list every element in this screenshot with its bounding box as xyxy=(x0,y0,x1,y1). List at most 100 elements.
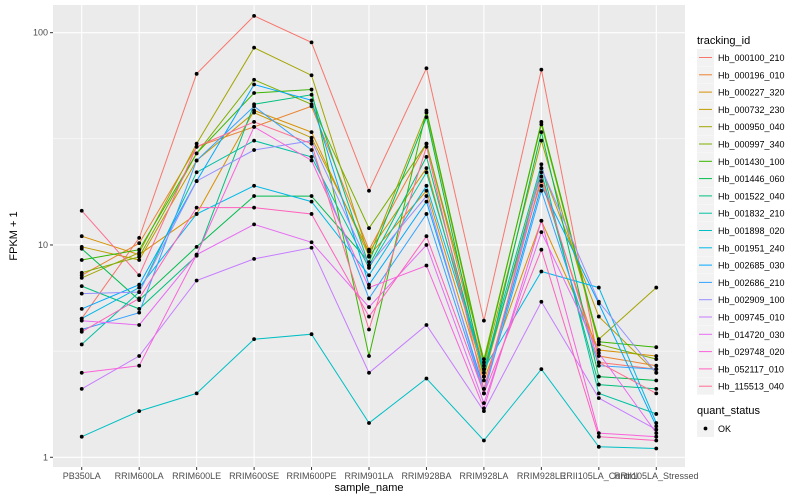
data-point xyxy=(654,354,659,358)
data-point xyxy=(194,391,199,396)
legend-label: Hb_001446_060 xyxy=(718,174,785,184)
legend-label: Hb_115513_040 xyxy=(718,382,784,392)
legend-label: Hb_029748_020 xyxy=(718,347,785,357)
data-point xyxy=(482,406,486,411)
data-point xyxy=(309,240,314,245)
data-point xyxy=(596,391,601,396)
data-point xyxy=(252,45,256,50)
y-tick-label: 100 xyxy=(33,28,48,38)
data-point xyxy=(309,130,314,135)
x-axis-ticks: PB350LA RRIM600LA RRIM600LE RRIM600SE RRIM60… xyxy=(63,467,699,481)
x-tick-label: RRIM600PE xyxy=(287,471,337,481)
data-point xyxy=(252,256,256,261)
data-point xyxy=(424,199,429,204)
data-point xyxy=(309,154,314,159)
data-point xyxy=(252,82,256,87)
data-point xyxy=(482,367,486,372)
data-point xyxy=(309,73,314,78)
legend-label: Hb_002686_210 xyxy=(718,278,785,288)
data-point xyxy=(424,188,429,193)
x-tick-label: RRII105LA_Control xyxy=(560,471,638,481)
data-point xyxy=(539,299,544,304)
legend-label: Hb_002685_030 xyxy=(718,261,785,271)
data-point xyxy=(194,144,199,149)
data-point xyxy=(252,104,256,109)
data-point xyxy=(137,323,142,327)
data-point xyxy=(424,154,429,159)
data-point xyxy=(137,241,142,246)
data-point xyxy=(596,351,601,355)
x-axis-title: sample_name xyxy=(334,482,403,494)
data-point xyxy=(539,218,544,223)
data-point xyxy=(367,188,371,193)
data-point xyxy=(539,230,544,234)
data-point xyxy=(194,278,199,283)
data-point xyxy=(79,275,84,280)
legend-label: Hb_000997_340 xyxy=(718,140,785,150)
legend-label: Hb_000732_230 xyxy=(718,105,785,115)
data-point xyxy=(539,130,544,135)
data-point xyxy=(137,282,142,287)
data-point xyxy=(424,263,429,268)
data-point xyxy=(424,376,429,381)
data-point xyxy=(137,254,142,259)
legend-label: Hb_014720_030 xyxy=(718,330,785,340)
data-point xyxy=(137,290,142,294)
data-point xyxy=(654,363,659,368)
data-point xyxy=(424,144,429,149)
data-point xyxy=(424,141,429,146)
data-point xyxy=(654,424,659,429)
data-point xyxy=(424,66,429,71)
legend-label: Hb_009745_010 xyxy=(718,313,785,323)
data-point xyxy=(482,363,486,368)
data-point xyxy=(194,141,199,146)
data-point xyxy=(194,170,199,175)
data-point xyxy=(367,296,371,301)
y-tick-label: 1 xyxy=(43,452,48,462)
data-point xyxy=(252,77,256,82)
data-point xyxy=(194,151,199,156)
data-point xyxy=(539,170,544,175)
legend-label: Hb_000227_320 xyxy=(718,88,785,98)
data-point xyxy=(137,310,142,315)
data-point xyxy=(654,412,659,416)
data-point xyxy=(367,327,371,332)
data-point xyxy=(424,115,429,120)
x-tick-label: RRIM901LA xyxy=(344,471,393,481)
data-point xyxy=(596,396,601,401)
data-point xyxy=(482,386,486,391)
legend-label: Hb_001430_100 xyxy=(718,157,785,167)
legend-label: Hb_000196_010 xyxy=(718,70,785,80)
data-point xyxy=(482,374,486,379)
x-tick-label: PB350LA xyxy=(63,471,101,481)
data-point xyxy=(252,337,256,342)
data-point xyxy=(539,247,544,252)
data-point xyxy=(596,299,601,304)
data-point xyxy=(194,158,199,163)
data-point xyxy=(424,243,429,247)
series-points xyxy=(79,13,659,451)
data-point xyxy=(596,354,601,358)
data-point xyxy=(252,148,256,152)
data-point xyxy=(79,246,84,251)
data-point xyxy=(194,205,199,210)
data-point xyxy=(482,378,486,383)
data-point xyxy=(137,258,142,262)
data-point xyxy=(137,250,142,255)
legend-label: Hb_000100_210 xyxy=(718,53,785,63)
data-point xyxy=(252,110,256,115)
data-point xyxy=(424,323,429,327)
data-point xyxy=(596,337,601,342)
y-axis-title: FPKM + 1 xyxy=(8,211,20,260)
data-point xyxy=(79,342,84,347)
legend-shape-label: OK xyxy=(718,424,731,434)
y-tick-label: 10 xyxy=(38,240,48,250)
data-point xyxy=(194,252,199,257)
data-point xyxy=(539,179,544,183)
data-point xyxy=(539,162,544,167)
data-point xyxy=(596,360,601,365)
data-point xyxy=(309,92,314,97)
data-point xyxy=(654,367,659,372)
data-point xyxy=(252,194,256,198)
data-point xyxy=(424,183,429,188)
